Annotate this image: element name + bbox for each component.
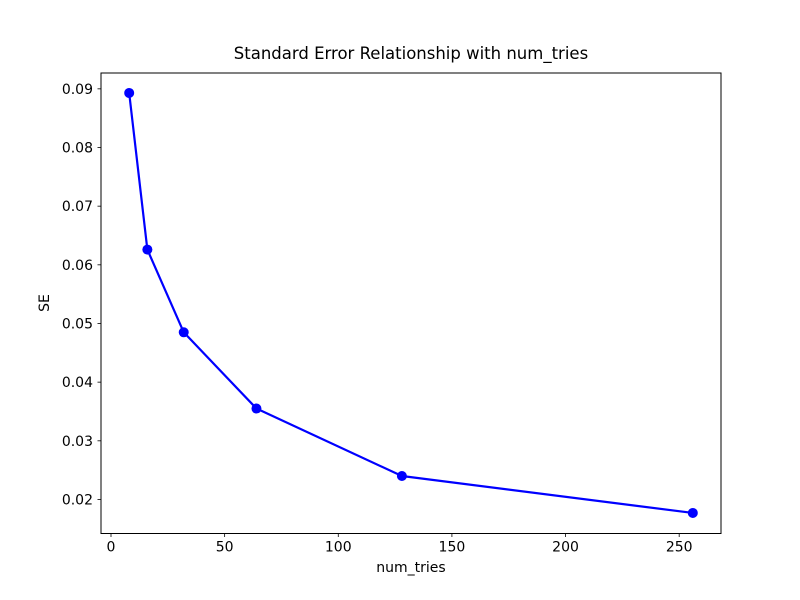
x-tick-label: 200 <box>552 540 579 556</box>
y-tick-label: 0.07 <box>62 199 93 215</box>
y-tick-label: 0.02 <box>62 492 93 508</box>
data-point <box>396 471 407 482</box>
chart-title: Standard Error Relationship with num_tri… <box>233 44 589 63</box>
data-point <box>124 87 135 98</box>
x-axis-label: num_tries <box>376 560 446 576</box>
axes-frame <box>100 72 722 534</box>
data-point <box>142 244 153 255</box>
y-tick-label: 0.05 <box>62 316 93 332</box>
y-tick-label: 0.04 <box>62 375 93 391</box>
data-point <box>251 403 262 414</box>
y-tick-label: 0.08 <box>62 141 93 157</box>
x-tick-label: 150 <box>439 540 466 556</box>
x-tick-label: 50 <box>216 540 234 556</box>
y-tick-label: 0.06 <box>62 258 93 274</box>
y-tick-label: 0.03 <box>62 434 93 450</box>
data-point <box>178 327 189 338</box>
y-tick-label: 0.09 <box>62 82 93 98</box>
series-line <box>128 91 694 515</box>
x-tick-label: 0 <box>107 540 116 556</box>
x-tick-label: 250 <box>666 540 693 556</box>
x-tick-label: 100 <box>325 540 352 556</box>
data-point <box>687 507 698 518</box>
